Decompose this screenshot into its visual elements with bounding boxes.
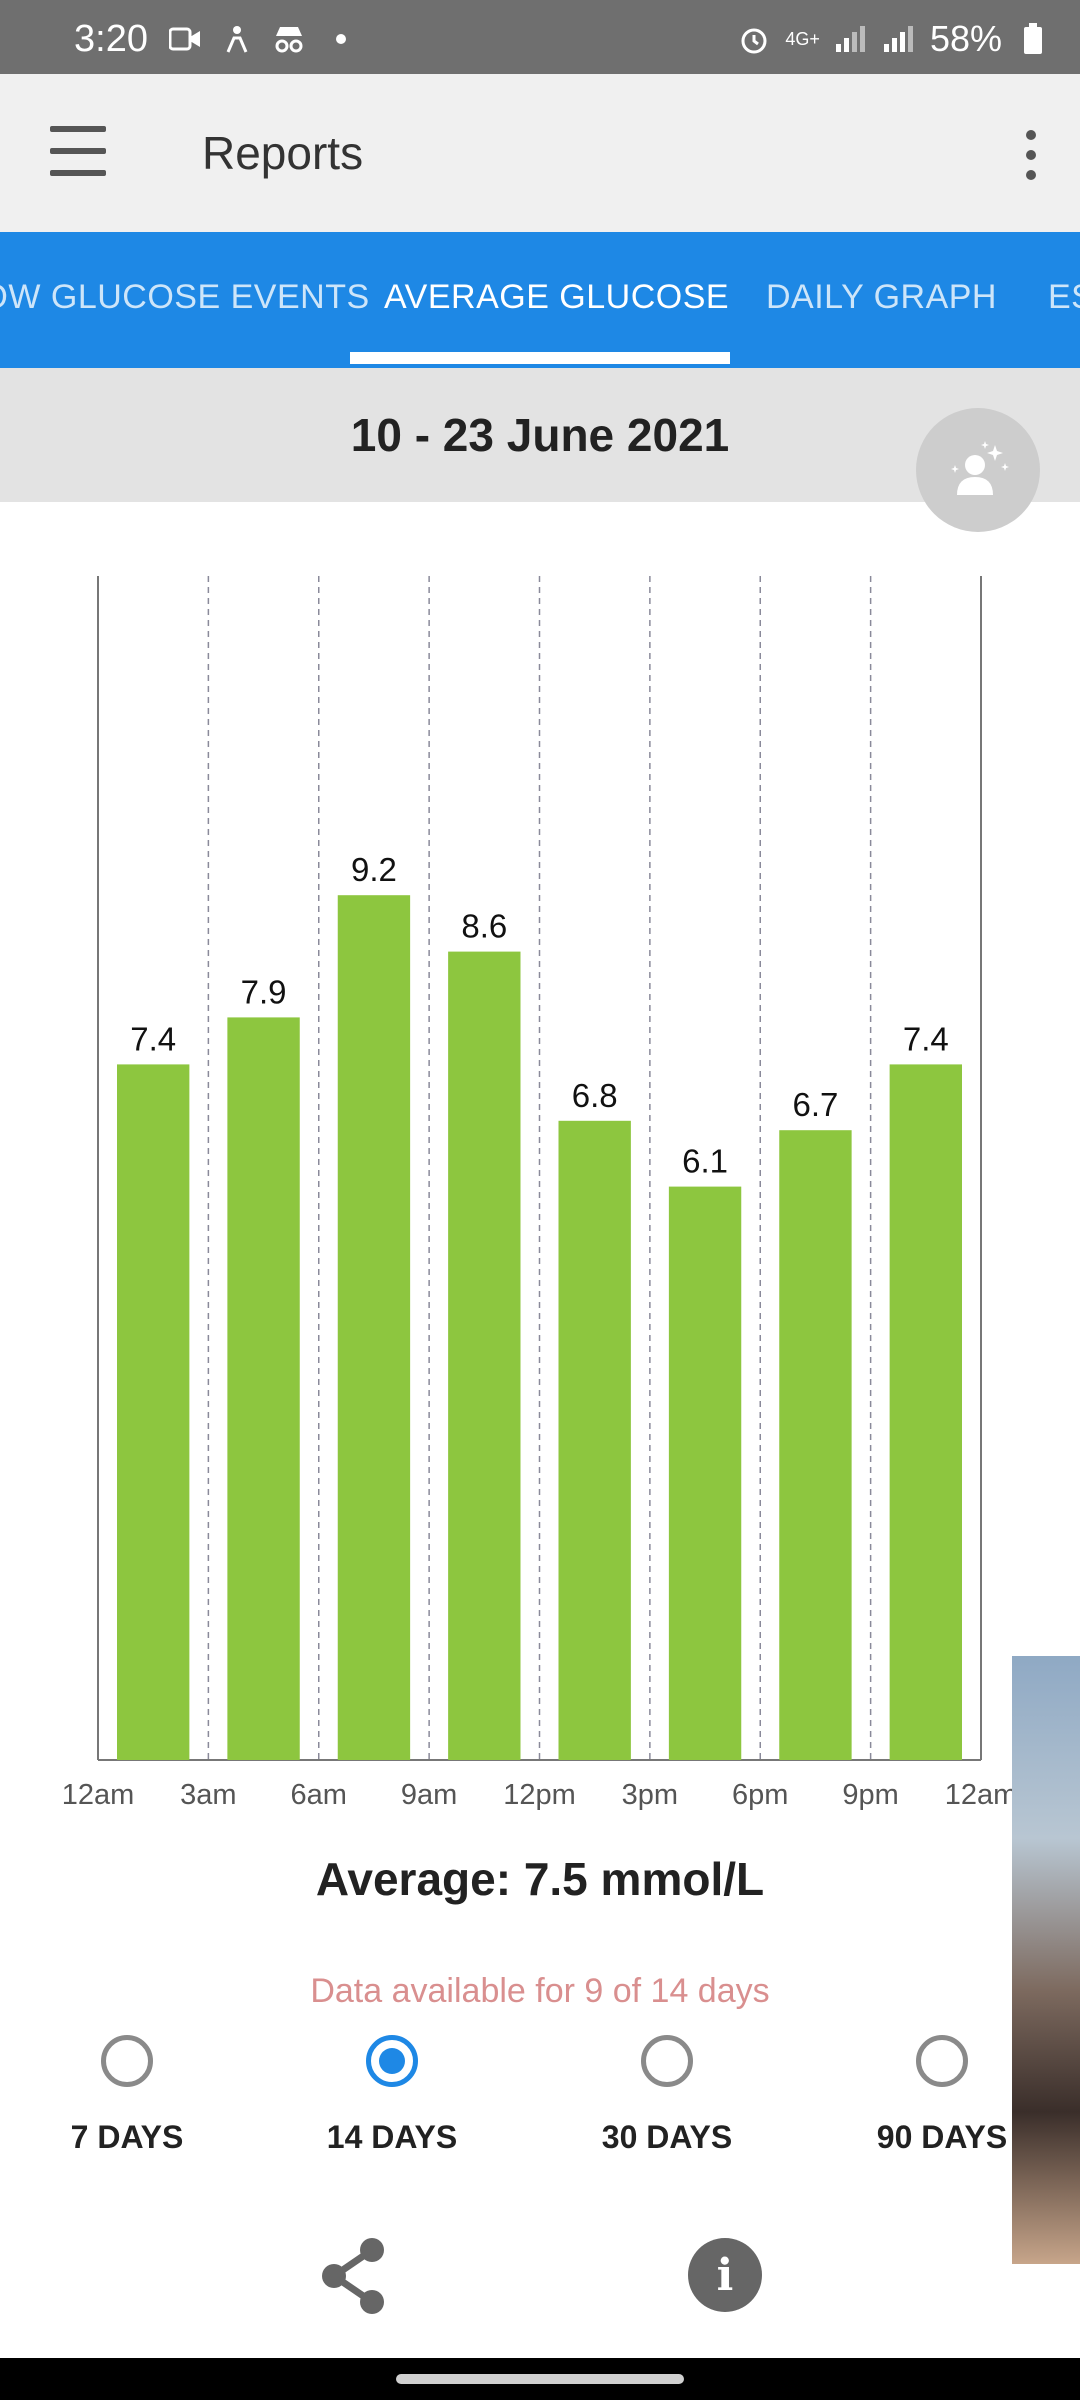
- tab-average-glucose[interactable]: AVERAGE GLUCOSE: [384, 278, 730, 316]
- battery-percent: 58%: [929, 18, 1002, 59]
- date-range-band: 10 - 23 June 2021: [0, 368, 1080, 502]
- radio-90-days[interactable]: [916, 2035, 968, 2087]
- signal-icon: [834, 22, 868, 56]
- period-label: 90 DAYS: [876, 2119, 1008, 2155]
- x-tick-label: 12am: [62, 1779, 135, 1811]
- period-option-30-days[interactable]: 30 DAYS: [567, 2035, 767, 2156]
- x-tick-label: 3am: [180, 1779, 236, 1811]
- assistant-sparkle-icon: [951, 441, 1009, 495]
- navigation-bar: [0, 2358, 1080, 2400]
- date-range: 10 - 23 June 2021: [350, 409, 730, 461]
- active-tab-indicator: [350, 352, 730, 364]
- tab-daily-graph[interactable]: DAILY GRAPH: [766, 278, 997, 316]
- period-option-90-days[interactable]: 90 DAYS: [842, 2035, 1042, 2156]
- x-tick-label: 9pm: [842, 1779, 898, 1811]
- signal-2-icon: [882, 22, 916, 56]
- share-icon: [322, 2238, 384, 2314]
- bar-value-label: 7.9: [241, 973, 287, 1010]
- average-value: Average: 7.5 mmol/L: [315, 1853, 765, 1905]
- x-tick-label: 12pm: [503, 1779, 576, 1811]
- incognito-icon: [272, 22, 306, 56]
- network-type: 4G+: [785, 28, 820, 49]
- bar-value-label: 8.6: [461, 908, 507, 945]
- data-availability: Data available for 9 of 14 days: [310, 1972, 770, 2010]
- status-time: 3:20: [74, 18, 148, 60]
- period-label: 14 DAYS: [326, 2119, 458, 2155]
- x-tick-label: 12am: [945, 1779, 1018, 1811]
- dot-icon: [324, 22, 358, 56]
- info-icon[interactable]: i: [688, 2238, 762, 2312]
- bar-6pm-9pm: [779, 1130, 852, 1760]
- report-tabs: LOW GLUCOSE EVENTS AVERAGE GLUCOSE DAILY…: [0, 232, 1080, 368]
- alarm-icon: [737, 22, 771, 56]
- bar-3am-6am: [227, 1017, 300, 1760]
- video-call-icon: [168, 22, 202, 56]
- period-option-14-days[interactable]: 14 DAYS: [292, 2035, 492, 2156]
- radio-7-days[interactable]: [101, 2035, 153, 2087]
- share-button[interactable]: [316, 2236, 392, 2316]
- bar-value-label: 6.1: [682, 1143, 728, 1180]
- period-label: 7 DAYS: [70, 2119, 184, 2155]
- app-bar: Reports: [0, 74, 1080, 232]
- bar-value-label: 7.4: [903, 1020, 949, 1057]
- more-vert-icon[interactable]: [1024, 130, 1038, 180]
- status-system-icons: 4G+ 58%: [737, 18, 1050, 60]
- bar-value-label: 6.8: [572, 1077, 618, 1114]
- video-thumbnail[interactable]: [1012, 1656, 1080, 2264]
- radio-14-days[interactable]: [366, 2035, 418, 2087]
- average-glucose-chart: 7.4 7.9 9.2 8.6 6.8 6.1 6.7 7.4 12am 3am 6am 9am 12p…: [62, 576, 1018, 1811]
- bar-value-label: 9.2: [351, 851, 397, 888]
- x-tick-label: 6am: [291, 1779, 347, 1811]
- accessibility-icon: [220, 22, 254, 56]
- home-handle[interactable]: [396, 2374, 684, 2384]
- bar-9am-12pm: [448, 951, 521, 1760]
- x-tick-label: 3pm: [622, 1779, 678, 1811]
- bar-value-label: 7.4: [130, 1020, 176, 1057]
- period-option-7-days[interactable]: 7 DAYS: [27, 2035, 227, 2156]
- bar-12am-3am: [117, 1064, 190, 1760]
- bar-3pm-6pm: [668, 1186, 742, 1760]
- status-notification-icons: [168, 22, 358, 56]
- assistant-button[interactable]: [916, 408, 1040, 532]
- page-title: Reports: [202, 127, 364, 179]
- battery-icon: [1016, 22, 1050, 56]
- bar-6am-9am: [337, 895, 411, 1760]
- tab-low-glucose-events[interactable]: LOW GLUCOSE EVENTS: [0, 278, 370, 316]
- x-tick-label: 9am: [401, 1779, 457, 1811]
- menu-icon[interactable]: [50, 126, 106, 176]
- bar-value-label: 6.7: [793, 1086, 839, 1123]
- tab-next[interactable]: ES: [1048, 278, 1080, 316]
- bar-9pm-12am: [889, 1064, 962, 1760]
- radio-30-days[interactable]: [641, 2035, 693, 2087]
- period-label: 30 DAYS: [601, 2119, 733, 2155]
- x-tick-label: 6pm: [732, 1779, 788, 1811]
- bar-12pm-3pm: [558, 1120, 631, 1760]
- status-bar: 3:20 4G+ 58%: [0, 0, 1080, 74]
